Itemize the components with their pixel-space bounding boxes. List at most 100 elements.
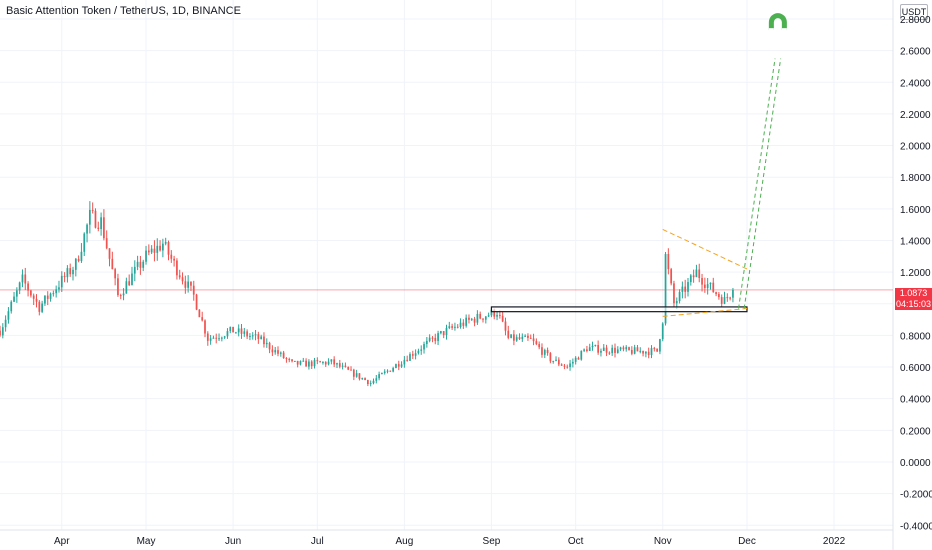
chart-title: Basic Attention Token / TetherUS, 1D, BI… bbox=[6, 5, 241, 17]
y-tick-label: 0.0000 bbox=[900, 458, 931, 469]
candle-body bbox=[119, 295, 122, 297]
candle-body bbox=[263, 336, 265, 345]
y-tick-label: 2.8000 bbox=[900, 15, 931, 26]
candle-body bbox=[569, 363, 571, 368]
candle-body bbox=[38, 301, 41, 312]
candle-body bbox=[611, 347, 614, 354]
currency-unit-label[interactable]: USDT bbox=[900, 4, 928, 20]
candle-body bbox=[619, 347, 622, 350]
candle-body bbox=[375, 378, 378, 381]
candle-body bbox=[479, 313, 482, 319]
candle-body bbox=[490, 309, 493, 316]
candle-body bbox=[417, 350, 420, 354]
candle-body bbox=[670, 269, 673, 284]
candle-body bbox=[288, 359, 291, 361]
candle-body bbox=[420, 349, 423, 351]
candle-body bbox=[392, 368, 395, 372]
candle-body bbox=[74, 258, 77, 270]
x-tick-label: Aug bbox=[395, 536, 413, 547]
candle-body bbox=[274, 350, 277, 353]
candle-body bbox=[58, 287, 60, 290]
candle-body bbox=[35, 298, 38, 302]
y-tick-label: 1.8000 bbox=[900, 173, 931, 184]
candle-body bbox=[41, 303, 43, 312]
x-tick-label: Oct bbox=[568, 536, 584, 547]
candle-body bbox=[532, 338, 535, 342]
candle-body bbox=[459, 322, 462, 328]
candle-body bbox=[150, 248, 153, 253]
candle-body bbox=[552, 360, 555, 362]
candle-body bbox=[487, 315, 490, 317]
y-tick-label: 0.6000 bbox=[900, 363, 931, 374]
candle-body bbox=[27, 283, 29, 291]
candle-body bbox=[209, 338, 212, 341]
candle-body bbox=[372, 380, 375, 384]
magnet-tip-left bbox=[768, 28, 774, 32]
candle-body bbox=[316, 360, 319, 362]
projection-line bbox=[738, 58, 776, 309]
candle-body bbox=[240, 328, 243, 334]
candle-body bbox=[507, 330, 510, 338]
candle-body bbox=[695, 269, 698, 278]
candle-body bbox=[605, 347, 608, 353]
candle-body bbox=[580, 350, 583, 360]
candle-body bbox=[327, 361, 330, 365]
candle-body bbox=[395, 364, 397, 369]
candle-body bbox=[451, 326, 453, 328]
candle-body bbox=[206, 333, 209, 341]
candle-body bbox=[571, 361, 574, 364]
candle-body bbox=[330, 359, 333, 362]
candle-body bbox=[484, 316, 487, 320]
candle-body bbox=[94, 210, 97, 228]
candle-body bbox=[218, 338, 220, 340]
candle-body bbox=[103, 217, 105, 239]
candle-body bbox=[678, 291, 681, 302]
candle-body bbox=[338, 363, 341, 367]
candle-body bbox=[77, 258, 80, 262]
candle-body bbox=[299, 361, 302, 365]
candle-body bbox=[212, 337, 215, 339]
y-tick-label: 1.2000 bbox=[900, 268, 931, 279]
candle-body bbox=[49, 293, 52, 299]
candle-body bbox=[639, 350, 642, 352]
candle-body bbox=[555, 359, 557, 361]
candle-body bbox=[265, 342, 268, 345]
candle-body bbox=[515, 337, 518, 341]
candle-body bbox=[293, 360, 296, 362]
candle-body bbox=[156, 245, 159, 253]
candle-body bbox=[69, 268, 72, 275]
candle-body bbox=[597, 344, 600, 353]
y-tick-label: 1.6000 bbox=[900, 205, 931, 216]
candle-body bbox=[282, 352, 285, 359]
candle-body bbox=[136, 261, 139, 267]
candle-body bbox=[403, 359, 406, 365]
candle-body bbox=[650, 348, 653, 356]
triangle-lower-trendline bbox=[662, 308, 748, 317]
candle-body bbox=[350, 369, 352, 371]
candle-body bbox=[52, 293, 55, 295]
candle-body bbox=[308, 361, 310, 367]
candle-body bbox=[692, 275, 695, 278]
candle-body bbox=[437, 333, 439, 341]
candle-body bbox=[715, 292, 717, 295]
candle-body bbox=[664, 254, 667, 324]
candle-body bbox=[279, 352, 282, 354]
x-tick-label: Jul bbox=[311, 536, 324, 547]
candle-body bbox=[10, 301, 13, 312]
candle-body bbox=[411, 354, 414, 356]
candle-body bbox=[122, 293, 125, 296]
candle-body bbox=[344, 365, 347, 367]
candle-body bbox=[566, 366, 569, 368]
candle-body bbox=[729, 297, 731, 299]
candle-body bbox=[319, 361, 322, 363]
candle-body bbox=[18, 282, 21, 291]
y-tick-label: 0.2000 bbox=[900, 426, 931, 437]
current-price-value: 1.0873 bbox=[899, 288, 928, 298]
candle-body bbox=[614, 347, 616, 353]
candle-body bbox=[681, 286, 684, 292]
candle-body bbox=[588, 347, 591, 352]
candle-body bbox=[563, 365, 566, 367]
candle-body bbox=[139, 261, 142, 268]
candle-body bbox=[24, 274, 27, 284]
